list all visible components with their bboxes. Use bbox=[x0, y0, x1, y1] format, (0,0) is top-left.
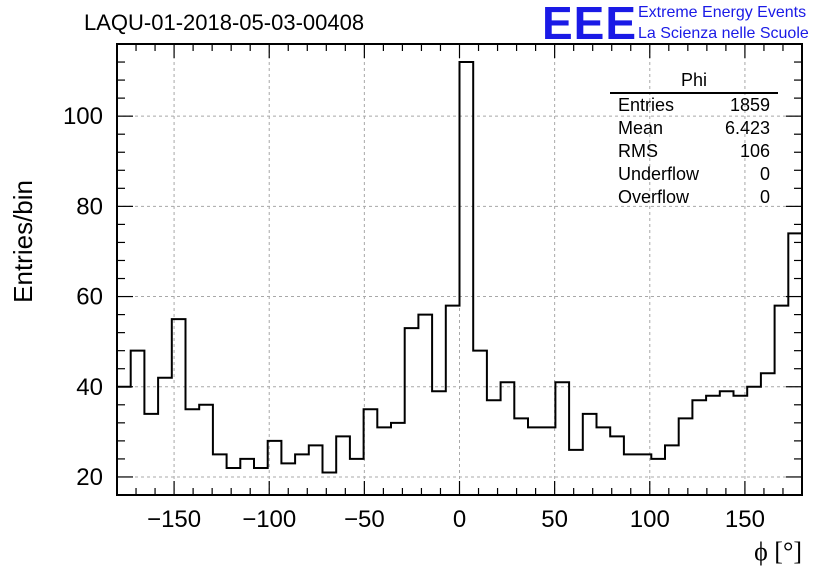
chart-title: LAQU-01-2018-05-03-00408 bbox=[84, 10, 365, 35]
y-axis-label: Entries/bin bbox=[8, 180, 38, 303]
y-tick-label: 100 bbox=[63, 103, 103, 130]
y-tick-label: 20 bbox=[76, 464, 103, 491]
eee-logo: EEE bbox=[542, 0, 638, 49]
stats-label: Mean bbox=[618, 118, 664, 138]
x-tick-label: 150 bbox=[725, 506, 765, 533]
stats-row: Overflow 0 bbox=[610, 186, 778, 209]
stats-box: Phi Entries 1859 Mean 6.423 RMS 106 Underflow 0… bbox=[610, 70, 778, 209]
x-axis-label: ϕ [°] bbox=[754, 537, 802, 566]
stats-value: 6.423 bbox=[724, 118, 770, 138]
y-tick-label: 80 bbox=[76, 193, 103, 220]
stats-value: 106 bbox=[739, 141, 770, 161]
stats-row: Entries 1859 bbox=[610, 94, 778, 117]
x-tick-label: 100 bbox=[630, 506, 670, 533]
x-tick-label: −150 bbox=[147, 506, 201, 533]
stats-row: Underflow 0 bbox=[610, 163, 778, 186]
logo-line-2: La Scienza nelle Scuole bbox=[638, 25, 809, 42]
y-tick-label: 40 bbox=[76, 374, 103, 401]
stats-title: Phi bbox=[610, 70, 778, 94]
stats-value: 0 bbox=[759, 187, 770, 207]
stats-value: 1859 bbox=[729, 95, 770, 115]
histogram-outline bbox=[117, 61, 802, 474]
x-tick-label: −100 bbox=[242, 506, 296, 533]
stats-label: RMS bbox=[618, 141, 658, 161]
logo-line-1: Extreme Energy Events bbox=[638, 4, 807, 21]
stats-label: Overflow bbox=[618, 187, 690, 207]
stats-row: RMS 106 bbox=[610, 140, 778, 163]
x-tick-label: −50 bbox=[344, 506, 385, 533]
stats-row: Mean 6.423 bbox=[610, 117, 778, 140]
y-tick-label: 60 bbox=[76, 284, 103, 311]
x-tick-label: 50 bbox=[541, 506, 568, 533]
stats-label: Underflow bbox=[618, 164, 700, 184]
stats-value: 0 bbox=[759, 164, 770, 184]
x-tick-label: 0 bbox=[453, 506, 466, 533]
stats-label: Entries bbox=[618, 95, 675, 115]
